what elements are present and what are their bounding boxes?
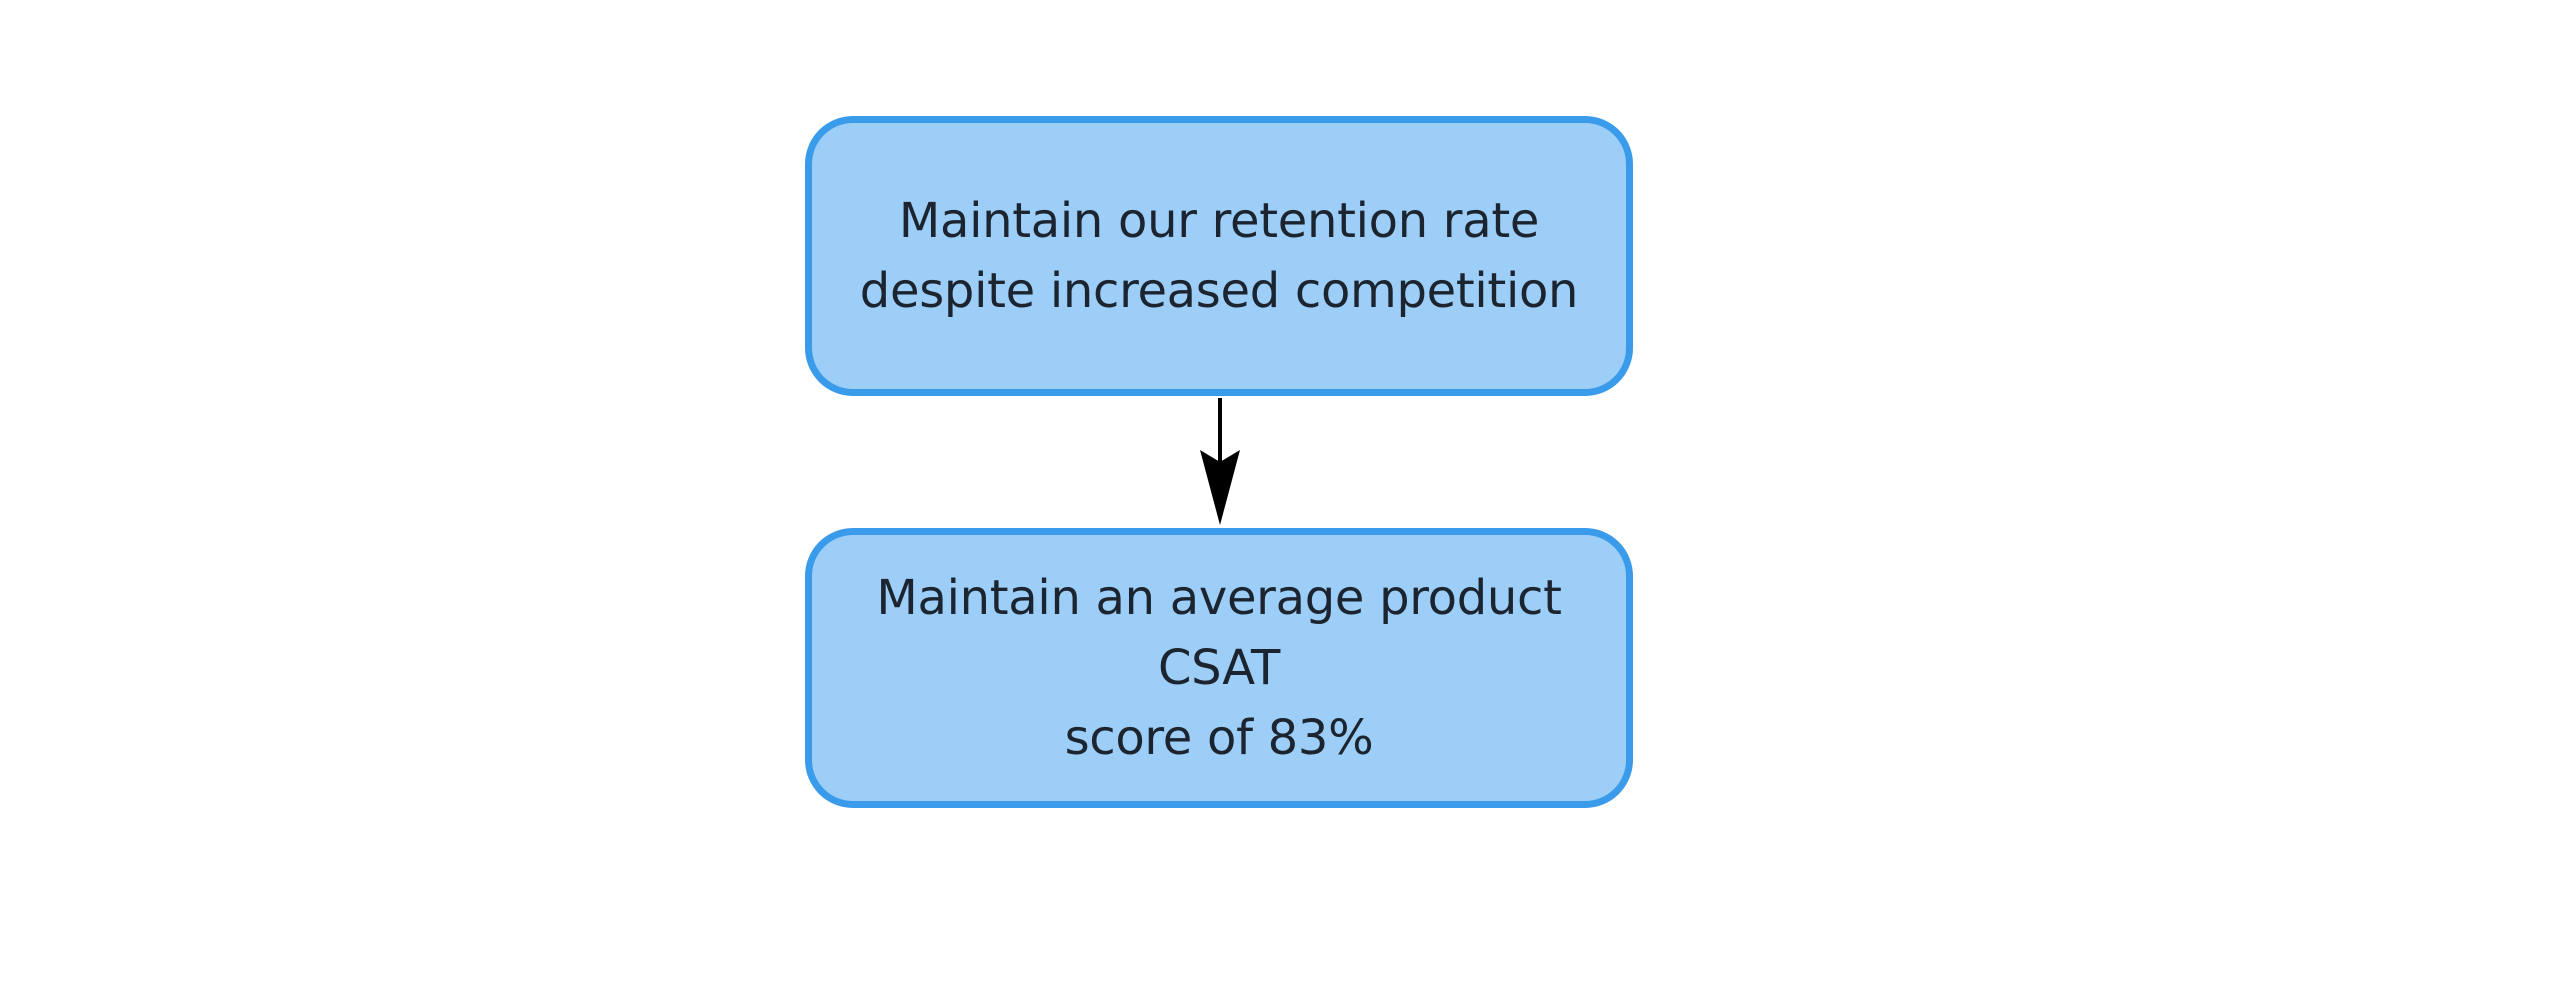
flow-node-csat: Maintain an average product CSAT score o… [805, 528, 1633, 808]
node-label-line: score of 83% [1064, 710, 1374, 766]
arrowhead-icon [1200, 450, 1240, 525]
node-label-line: Maintain our retention rate [898, 193, 1540, 249]
node-label: Maintain an average product CSAT score o… [828, 563, 1610, 773]
arrow-connector [1200, 398, 1240, 525]
node-label-line: despite increased competition [859, 263, 1579, 319]
node-label-line: Maintain an average product CSAT [876, 570, 1562, 696]
flow-node-retention: Maintain our retention rate despite incr… [805, 116, 1633, 396]
node-label: Maintain our retention rate despite incr… [859, 186, 1579, 326]
